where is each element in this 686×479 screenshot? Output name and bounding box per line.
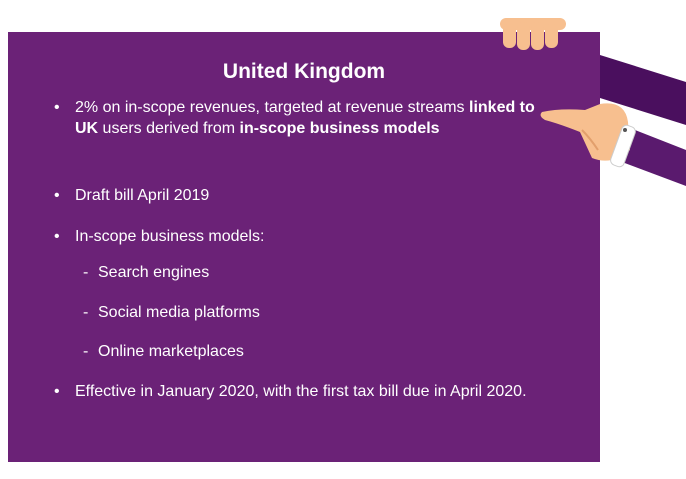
sub-item: Social media platforms	[83, 303, 260, 323]
sleeve	[600, 55, 686, 125]
bullet-item: 2% on in-scope revenues, targeted at rev…	[54, 98, 553, 139]
text: users derived from	[98, 119, 240, 137]
bullet-item: In-scope business models:	[54, 227, 553, 248]
slide-title: United Kingdom	[222, 60, 386, 83]
text: 2% on in-scope revenues, targeted at rev…	[75, 99, 469, 116]
sub-item: Online marketplaces	[83, 342, 244, 362]
slide-panel: United Kingdom 2% on in-scope revenues, …	[8, 32, 600, 462]
bold-text: in-scope business models	[239, 119, 440, 137]
pointing-hand	[540, 103, 636, 168]
bullet-item: Draft bill April 2019	[54, 186, 553, 207]
sub-item: Search engines	[83, 263, 209, 283]
bold-text: linked to UK	[75, 99, 535, 137]
sleeve	[622, 128, 686, 186]
bullet-item: Effective in January 2020, with the firs…	[54, 382, 553, 403]
top-hand	[500, 18, 566, 50]
